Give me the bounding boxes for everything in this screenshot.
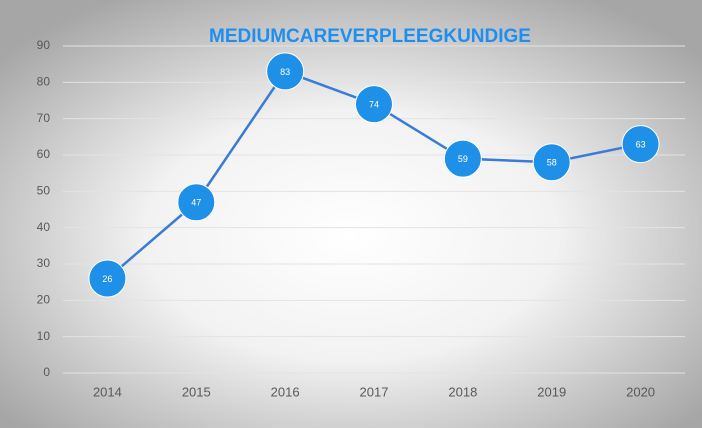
y-tick-label: 80 bbox=[37, 75, 51, 89]
y-tick-label: 20 bbox=[37, 293, 51, 307]
y-tick-label: 50 bbox=[37, 184, 51, 198]
data-label: 26 bbox=[102, 274, 112, 284]
data-point bbox=[532, 143, 571, 182]
x-tick-label: 2020 bbox=[626, 384, 655, 399]
y-tick-label: 40 bbox=[37, 220, 51, 234]
data-point bbox=[177, 183, 216, 222]
x-tick-label: 2019 bbox=[537, 384, 566, 399]
y-tick-label: 70 bbox=[37, 111, 51, 125]
y-tick-label: 90 bbox=[37, 38, 51, 52]
y-tick-label: 30 bbox=[37, 256, 51, 270]
chart-title: MEDIUMCAREVERPLEEGKUNDIGE bbox=[209, 26, 531, 47]
data-label: 74 bbox=[369, 100, 379, 110]
data-label: 83 bbox=[280, 67, 290, 77]
data-label: 47 bbox=[191, 198, 201, 208]
x-tick-label: 2016 bbox=[271, 384, 300, 399]
x-tick-label: 2014 bbox=[93, 384, 122, 399]
data-label: 58 bbox=[547, 158, 557, 168]
data-point bbox=[621, 125, 660, 164]
data-label: 59 bbox=[458, 154, 468, 164]
x-tick-label: 2015 bbox=[182, 384, 211, 399]
data-point bbox=[355, 85, 393, 124]
data-point bbox=[266, 52, 305, 91]
x-tick-label: 2017 bbox=[360, 384, 389, 399]
data-label: 63 bbox=[636, 139, 646, 149]
x-tick-label: 2018 bbox=[448, 384, 477, 399]
data-point bbox=[443, 139, 482, 178]
data-point bbox=[88, 259, 127, 298]
y-tick-label: 60 bbox=[37, 147, 51, 161]
y-tick-label: 0 bbox=[43, 365, 50, 379]
y-tick-label: 10 bbox=[37, 329, 51, 343]
